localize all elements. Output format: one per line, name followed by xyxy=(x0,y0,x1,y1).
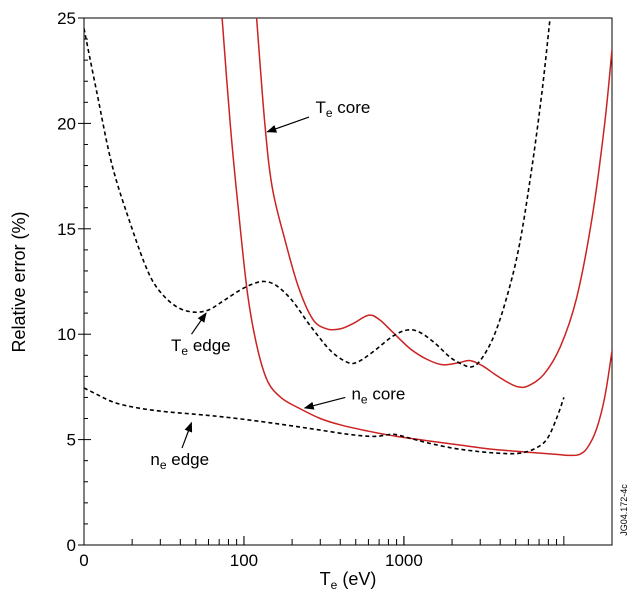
annotation-ne-edge-label: ne edge xyxy=(150,450,209,472)
y-tick-label: 5 xyxy=(67,431,76,450)
annotation-arrow-ne-core-label xyxy=(303,396,346,410)
annotation-arrow-te-core-label xyxy=(266,116,310,133)
series-line-ne-core xyxy=(221,18,612,457)
annotation-ne-core-label: ne core xyxy=(351,385,405,407)
y-tick-label: 20 xyxy=(57,114,76,133)
annotation-te-core-label: Te core xyxy=(315,98,370,120)
annotations-group: Te core ne core Te edge ne edge xyxy=(150,98,405,472)
y-axis-ticks: 0 5 10 15 20 25 xyxy=(57,9,91,555)
annotation-arrow-te-edge-label xyxy=(191,312,207,335)
x-tick-label: 100 xyxy=(230,551,258,570)
y-tick-label: 15 xyxy=(57,220,76,239)
x-tick-label: 0 xyxy=(79,551,88,570)
figure-id: JG04.172-4c xyxy=(619,484,629,536)
y-tick-label: 25 xyxy=(57,9,76,28)
x-tick-label: 1000 xyxy=(385,551,423,570)
y-tick-label: 10 xyxy=(57,325,76,344)
y-tick-label: 0 xyxy=(67,536,76,555)
plot-area-frame xyxy=(83,17,613,546)
series-line-te-edge xyxy=(84,18,551,368)
y-axis-title: Relative error (%) xyxy=(9,211,29,352)
x-axis-ticks: 0 100 1000 xyxy=(79,536,565,570)
annotation-te-edge-label: Te edge xyxy=(171,336,231,358)
series-line-te-core xyxy=(255,18,612,389)
x-axis-title: Te (eV) xyxy=(320,569,377,592)
series-group xyxy=(84,18,612,457)
annotation-arrow-ne-edge-label xyxy=(181,421,193,449)
series-line-ne-edge xyxy=(84,387,565,455)
